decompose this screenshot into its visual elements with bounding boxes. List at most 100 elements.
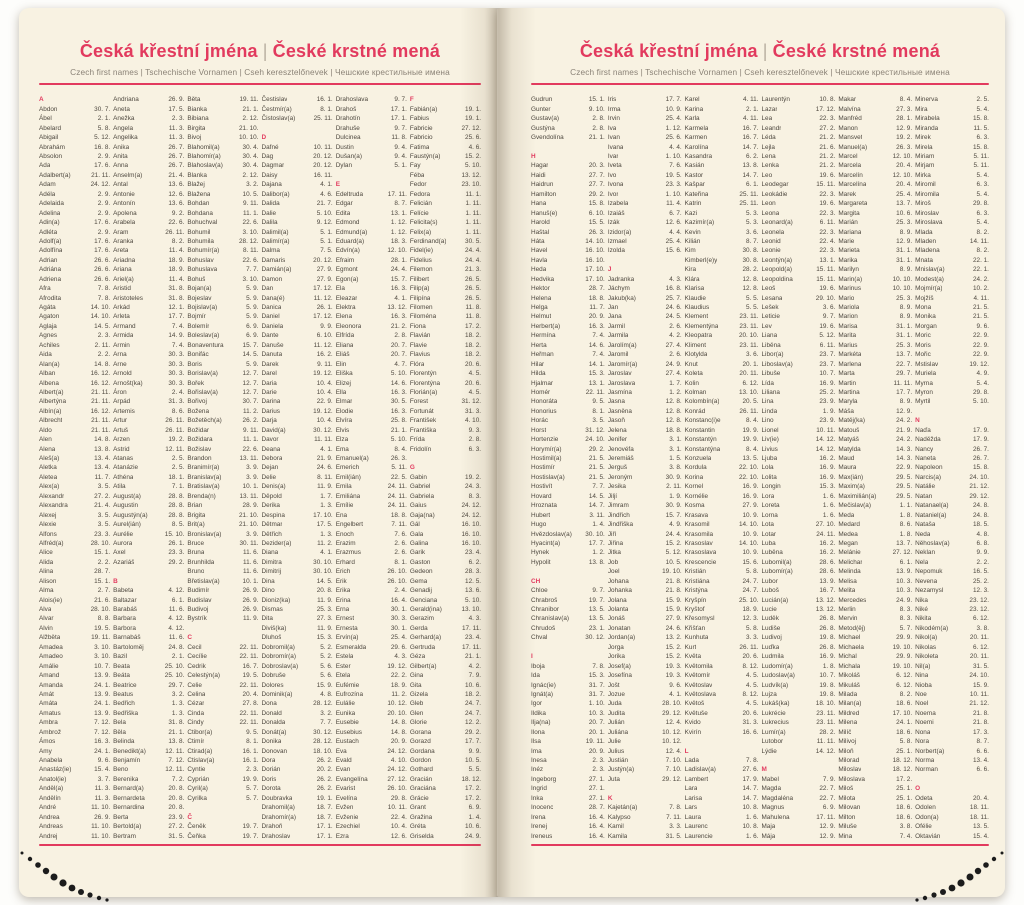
name-entry: Berenika 7. 2.: [113, 775, 184, 784]
first-name: Miloslava: [838, 775, 865, 783]
name-entry: Mansvet 19. 2.: [838, 133, 912, 142]
first-name: Flavián: [409, 332, 431, 340]
name-entry: Egmont 24. 4.: [336, 265, 407, 274]
first-name: Drahoň: [261, 823, 283, 831]
name-day-date: 10. 8.: [742, 804, 759, 812]
name-day-date: 17. 2.: [465, 785, 482, 793]
name-day-date: 7. 12.: [168, 757, 185, 765]
name-day-date: 4. 5.: [468, 370, 482, 378]
first-name: Mnislav(a): [915, 266, 945, 274]
first-name: Barnabáš: [113, 634, 141, 642]
name-entry: Maryla 8. 9.: [838, 397, 912, 406]
first-name: Matouš: [838, 426, 860, 434]
name-entry: Bivoj 10. 10.: [187, 133, 258, 142]
first-name: Lukrecius: [761, 719, 789, 727]
name-entry: Květomila 8. 12.: [685, 662, 759, 671]
name-entry: Bruna 11. 6.: [187, 548, 258, 557]
first-name: Edmond: [335, 219, 360, 227]
name-day-date: 4. 12.: [168, 615, 185, 623]
name-day-date: 31. 12.: [461, 398, 482, 406]
name-entry: Afrodita 7. 8.: [39, 294, 110, 303]
first-name: Adriena: [39, 275, 62, 283]
name-day-date: 20. 12.: [313, 256, 333, 264]
name-entry: Ambrož 7. 12.: [39, 728, 110, 737]
name-day-date: 11. 10.: [91, 804, 111, 812]
first-name: Odolen: [915, 804, 936, 812]
name-entry: Josefína 19. 3.: [608, 671, 682, 680]
name-entry: Florentýn 4. 5.: [410, 369, 481, 378]
name-entry: Dagmar 20. 12.: [262, 161, 333, 170]
first-name: Amanda: [39, 681, 63, 689]
name-day-date: 23. 3.: [665, 181, 682, 189]
name-entry: Jitka 5. 12.: [608, 548, 682, 557]
first-name: Konzuela: [684, 455, 712, 463]
name-day-date: 14. 8.: [390, 728, 407, 736]
name-day-date: 28. 7.: [588, 285, 605, 293]
name-day-date: 3. 6.: [746, 228, 759, 236]
page-subtitle: Czech first names | Tschechische Vorname…: [70, 67, 450, 77]
letter-header: E: [335, 181, 340, 189]
first-name: Antonín: [113, 200, 136, 208]
name-entry: Ingrid 27. 1.: [531, 784, 605, 793]
first-name: Marek: [838, 190, 857, 198]
name-day-date: 14. 9.: [168, 332, 185, 340]
name-entry: Daria 10. 4.: [262, 379, 333, 388]
name-day-date: 7. 12.: [94, 719, 111, 727]
name-entry: Alexie 3. 5.: [39, 520, 110, 529]
name-day-date: 30. 4.: [242, 162, 259, 170]
name-entry: Jesika 2. 11.: [608, 482, 682, 491]
name-day-date: 26. 7.: [972, 455, 989, 463]
first-name: Jelena: [607, 426, 627, 434]
name-day-date: 13. 5.: [742, 455, 759, 463]
name-entry: Bojmír 5. 9.: [187, 312, 258, 321]
first-name: Matylda: [838, 445, 861, 453]
first-name: Chranibor: [531, 606, 560, 614]
first-name: Dina: [261, 577, 275, 585]
first-name: Inocenc: [531, 804, 554, 812]
first-name: Marie: [838, 237, 855, 245]
name-entry: Miluše 3. 8.: [838, 822, 912, 831]
name-entry: Daniela 9. 9.: [262, 322, 333, 331]
first-name: Gertruda: [409, 643, 436, 651]
first-name: Albertýna: [39, 398, 66, 406]
first-name: Adriána: [39, 266, 62, 274]
name-day-date: 21. 6.: [819, 143, 836, 151]
name-day-date: 17. 1.: [316, 823, 333, 831]
name-entry: Liboslav(a) 23. 7.: [761, 360, 835, 369]
name-day-date: 13. 9.: [94, 690, 111, 698]
name-entry: Lazar 17. 12.: [761, 105, 835, 114]
first-name: Melita: [838, 587, 856, 595]
first-name: Nika: [915, 596, 928, 604]
first-name: Hanuš(e): [531, 209, 558, 217]
first-name: Evženie: [335, 813, 359, 821]
name-entry: Leticie 9. 7.: [761, 312, 835, 321]
first-name: Gracián: [409, 775, 433, 783]
name-entry: Dulcinea 11. 8.: [336, 133, 407, 142]
name-entry: Lukáš(ka) 18. 10.: [761, 699, 835, 708]
name-day-date: 27. 3.: [316, 615, 333, 623]
first-name: Bystrík: [187, 615, 207, 623]
name-entry: Justýn(a) 7. 10.: [608, 765, 682, 774]
first-name: Kevin: [684, 228, 701, 236]
name-day-date: 7. 6.: [669, 162, 682, 170]
first-name: Naďa: [915, 426, 931, 434]
name-entry: Mirka 5. 4.: [915, 171, 989, 180]
first-name: Darina: [261, 398, 281, 406]
name-day-date: 11. 11.: [893, 379, 913, 387]
first-name: Dalida: [261, 200, 280, 208]
name-entry: Donalda 7. 7.: [262, 718, 333, 727]
first-name: Cyril(a): [187, 785, 208, 793]
name-day-date: 1. 6.: [822, 511, 836, 519]
name-day-date: 10. 1.: [242, 577, 259, 585]
name-day-date: 21. 11.: [91, 171, 111, 179]
name-entry: Ludivoj 19. 8.: [761, 633, 835, 642]
name-entry: Milorad 18. 12.: [838, 756, 912, 765]
name-entry: Flavie 18. 2.: [410, 341, 481, 350]
first-name: Cézar: [187, 700, 205, 708]
name-day-date: 22. 9.: [972, 341, 989, 349]
name-day-date: 24. 12.: [461, 502, 482, 510]
first-name: Nina: [915, 672, 929, 680]
first-name: Filip(a): [409, 285, 430, 293]
first-name: Angelika: [113, 134, 138, 142]
name-entry: Frída 2. 8.: [410, 435, 481, 444]
